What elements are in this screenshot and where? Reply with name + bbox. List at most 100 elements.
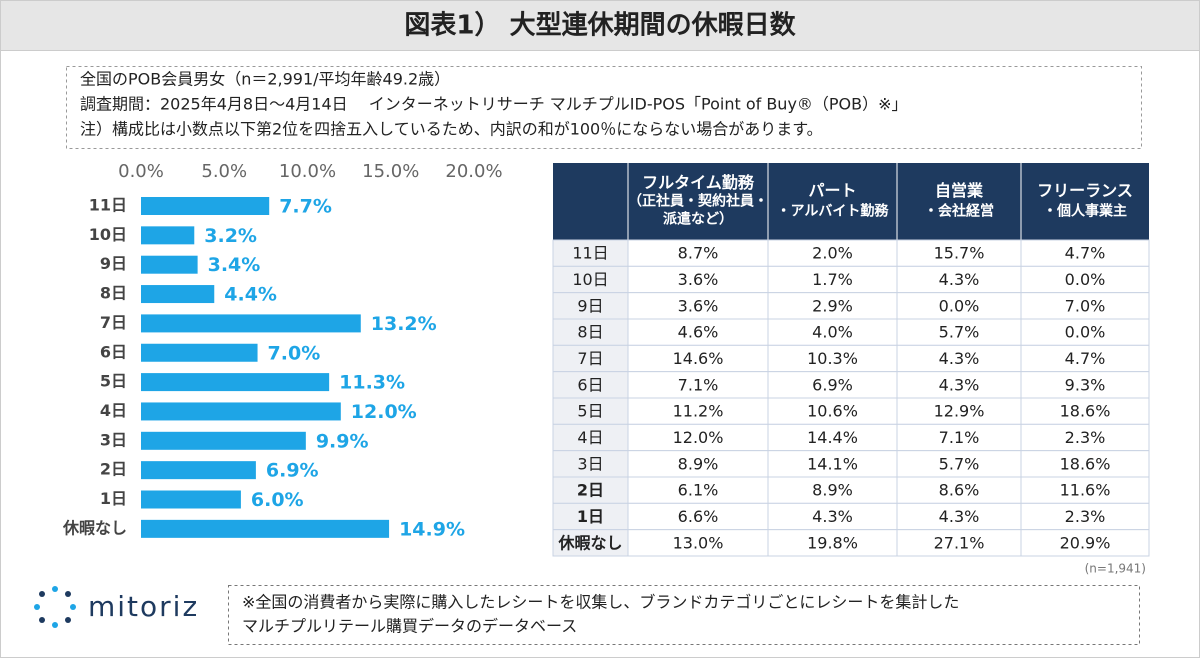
cell-value: 7.1% bbox=[939, 428, 980, 447]
table-cell bbox=[627, 292, 769, 320]
table-cell bbox=[1020, 239, 1150, 267]
table-cell bbox=[1020, 529, 1150, 557]
table-cell bbox=[1020, 344, 1150, 373]
cell-value: 10.6% bbox=[807, 402, 858, 421]
cell-value: 3.6% bbox=[678, 270, 719, 289]
column-header: ・アルバイト勤務 bbox=[777, 203, 890, 220]
table-cell bbox=[896, 423, 1022, 452]
notes-box bbox=[66, 66, 1142, 149]
footer-box bbox=[228, 585, 1140, 645]
cell-value: 1.7% bbox=[812, 270, 853, 289]
table-cell bbox=[627, 344, 769, 373]
x-tick-label: 10.0% bbox=[279, 161, 336, 182]
table-cell bbox=[896, 529, 1022, 557]
column-header: 派遣など） bbox=[663, 211, 733, 228]
table-cell bbox=[627, 450, 769, 478]
row-label: 休暇なし bbox=[557, 533, 622, 552]
table-cell bbox=[896, 239, 1022, 267]
y-tick-label: 7日 bbox=[100, 313, 127, 332]
column-header: ・個人事業主 bbox=[1043, 203, 1127, 220]
y-tick-label: 8日 bbox=[100, 284, 127, 303]
y-tick-label: 5日 bbox=[100, 372, 127, 391]
table-cell bbox=[1020, 502, 1150, 531]
bar bbox=[141, 343, 258, 362]
column-header: ・会社経営 bbox=[924, 203, 994, 220]
table-cell bbox=[1020, 450, 1150, 478]
cell-value: 20.9% bbox=[1060, 533, 1111, 552]
cell-value: 5.7% bbox=[939, 454, 980, 473]
x-tick-label: 20.0% bbox=[445, 161, 502, 182]
y-tick-label: 休暇なし bbox=[62, 518, 127, 537]
bar bbox=[141, 402, 341, 421]
table-cell bbox=[767, 502, 898, 531]
table-cell bbox=[896, 371, 1022, 399]
cell-value: 6.1% bbox=[678, 481, 719, 500]
cell-value: 4.3% bbox=[939, 375, 980, 394]
title-bar bbox=[0, 0, 1200, 51]
title: 図表1） 大型連休期間の休暇日数 bbox=[404, 11, 796, 41]
cell-value: 11.6% bbox=[1060, 481, 1111, 500]
table-cell bbox=[767, 265, 898, 294]
value-label: 7.7% bbox=[279, 196, 332, 218]
table-cell bbox=[896, 397, 1022, 425]
row-label: 7日 bbox=[577, 349, 603, 368]
value-label: 3.4% bbox=[208, 254, 261, 276]
cell-value: 19.8% bbox=[807, 533, 858, 552]
sample-size: (n=1,941) bbox=[1085, 562, 1146, 576]
cell-value: 2.9% bbox=[812, 296, 853, 315]
row-label: 4日 bbox=[577, 428, 603, 447]
y-tick-label: 4日 bbox=[100, 401, 127, 420]
value-label: 7.0% bbox=[268, 342, 321, 364]
table-cell bbox=[896, 292, 1022, 320]
row-label-cell bbox=[552, 450, 629, 478]
column-header: フルタイム勤務 bbox=[642, 173, 755, 192]
value-label: 14.9% bbox=[399, 518, 465, 540]
y-tick-label: 9日 bbox=[100, 254, 127, 273]
cell-value: 7.0% bbox=[1065, 296, 1106, 315]
y-tick-label: 1日 bbox=[100, 489, 127, 508]
value-label: 13.2% bbox=[371, 313, 437, 335]
cell-value: 4.7% bbox=[1065, 349, 1106, 368]
cell-value: 8.9% bbox=[678, 454, 719, 473]
row-label: 9日 bbox=[577, 296, 603, 315]
cell-value: 18.6% bbox=[1060, 402, 1111, 421]
column-header: （正社員・契約社員・ bbox=[628, 193, 768, 210]
cell-value: 4.7% bbox=[1065, 244, 1106, 263]
table-cell bbox=[1020, 423, 1150, 452]
bar bbox=[141, 519, 390, 538]
row-label-cell bbox=[552, 344, 629, 373]
footer-text: マルチプルリテール購買データのデータベース bbox=[242, 617, 577, 636]
value-label: 4.4% bbox=[224, 284, 277, 306]
cell-value: 4.3% bbox=[939, 507, 980, 526]
row-label-cell bbox=[552, 318, 629, 346]
column-header: フリーランス bbox=[1037, 181, 1133, 200]
table-cell bbox=[627, 476, 769, 504]
table-header bbox=[553, 163, 1149, 240]
cell-value: 14.6% bbox=[673, 349, 724, 368]
x-tick-label: 5.0% bbox=[201, 161, 247, 182]
bar bbox=[141, 431, 306, 450]
cell-value: 0.0% bbox=[1065, 270, 1106, 289]
cell-value: 13.0% bbox=[673, 533, 724, 552]
cell-value: 4.3% bbox=[812, 507, 853, 526]
x-tick-label: 0.0% bbox=[118, 161, 164, 182]
table-cell bbox=[1020, 476, 1150, 504]
logo-text: mitoriz bbox=[88, 590, 199, 623]
bar bbox=[141, 285, 215, 304]
bar bbox=[141, 314, 361, 333]
cell-value: 6.9% bbox=[812, 375, 853, 394]
row-label: 3日 bbox=[577, 454, 603, 473]
cell-value: 3.6% bbox=[678, 296, 719, 315]
cell-value: 14.4% bbox=[807, 428, 858, 447]
row-label: 6日 bbox=[577, 375, 603, 394]
row-label: 5日 bbox=[577, 402, 603, 421]
table-cell bbox=[767, 239, 898, 267]
bar bbox=[141, 226, 195, 245]
cell-value: 4.0% bbox=[812, 323, 853, 342]
y-tick-label: 6日 bbox=[100, 342, 127, 361]
cell-value: 4.3% bbox=[939, 270, 980, 289]
footer-text: ※全国の消費者から実際に購入したレシートを収集し、ブランドカテゴリごとにレシート… bbox=[242, 593, 959, 612]
note: 全国のPOB会員男女（n＝2,991/平均年齢49.2歳） bbox=[80, 70, 450, 89]
cell-value: 15.7% bbox=[934, 244, 985, 263]
